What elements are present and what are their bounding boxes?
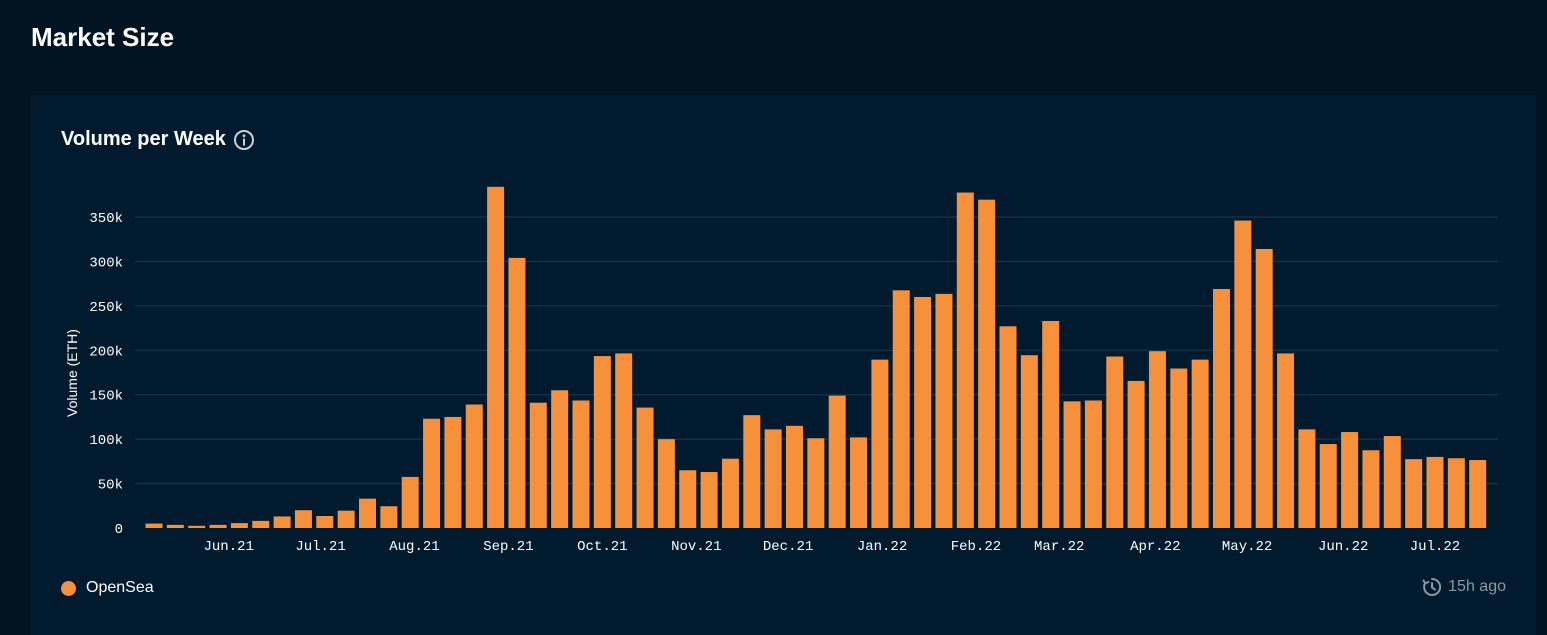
bar[interactable] [1234,220,1252,528]
y-tick-label: 100k [89,433,123,449]
last-updated: 15h ago [1422,577,1506,597]
bar[interactable] [1383,436,1401,528]
bar[interactable] [273,516,291,528]
bar[interactable] [1298,429,1316,528]
bar[interactable] [166,524,184,528]
bar[interactable] [999,326,1017,528]
bar[interactable] [1148,351,1166,528]
bar[interactable] [1469,460,1487,528]
bar[interactable] [316,516,334,528]
bar[interactable] [850,437,868,528]
bar[interactable] [935,293,953,528]
bar[interactable] [423,418,441,528]
history-clock-icon [1422,577,1442,597]
bar[interactable] [1447,458,1465,528]
x-tick-label: Jun.22 [1318,539,1368,555]
bar[interactable] [636,407,654,528]
bar[interactable] [700,472,718,528]
y-tick-label: 250k [89,300,123,316]
bar[interactable] [956,192,974,529]
bar[interactable] [657,439,675,528]
legend-label: OpenSea [86,579,154,596]
x-tick-label: Apr.22 [1130,539,1180,555]
bar[interactable] [145,523,163,528]
bar[interactable] [615,353,633,528]
x-tick-label: Jun.21 [204,539,254,555]
bar[interactable] [1170,368,1188,528]
bar[interactable] [807,438,825,528]
x-tick-label: Jul.22 [1410,539,1460,555]
legend-item-opensea[interactable]: OpenSea [61,579,154,597]
bar[interactable] [551,390,569,528]
volume-chart-card: Volume per Week 0 50k 100k 150k 200k 250k 300k… [31,95,1536,635]
x-tick-label: Aug.21 [389,539,439,555]
x-tick-label: Jul.21 [295,539,345,555]
bar[interactable] [337,510,355,528]
y-axis-label: Volume (ETH) [64,329,80,417]
bar[interactable] [743,415,761,528]
bar[interactable] [572,400,590,528]
card-header: Volume per Week [61,128,255,151]
bar[interactable] [1127,380,1145,528]
legend-swatch [61,580,76,596]
bar[interactable] [401,476,419,528]
bar[interactable] [252,520,270,528]
bar[interactable] [1084,400,1102,528]
bar[interactable] [1191,359,1209,528]
bar[interactable] [1020,355,1038,528]
bar[interactable] [1063,401,1081,528]
bar[interactable] [1426,456,1444,528]
bar[interactable] [529,402,547,528]
page-title: Market Size [31,22,175,52]
bar[interactable] [679,470,697,528]
x-tick-label: Dec.21 [763,539,813,555]
bar[interactable] [1319,444,1337,528]
bar[interactable] [978,199,996,528]
bar[interactable] [1255,248,1273,528]
y-tick-label: 200k [89,344,123,360]
x-tick-label: Sep.21 [483,539,533,555]
bar[interactable] [1362,450,1380,528]
bar[interactable] [465,404,483,528]
bar[interactable] [444,416,462,528]
y-tick-label: 50k [98,478,123,494]
bar[interactable] [892,290,910,528]
bar[interactable] [721,458,739,528]
bar[interactable] [1341,432,1359,528]
bar[interactable] [1405,459,1423,528]
bar[interactable] [828,395,846,528]
bar[interactable] [188,525,206,528]
updated-text: 15h ago [1448,578,1506,595]
x-tick-label: Oct.21 [577,539,627,555]
y-tick-label: 150k [89,389,123,405]
bar[interactable] [1213,288,1230,528]
bar[interactable] [593,356,611,528]
bar-chart: 0 50k 100k 150k 200k 250k 300k 350k Volume (ETH)… [64,186,1498,555]
bar[interactable] [764,429,782,528]
bar[interactable] [1106,356,1124,528]
y-tick-label: 300k [89,255,123,271]
x-tick-label: Nov.21 [671,539,721,555]
x-tick-label: Mar.22 [1034,539,1084,555]
bar[interactable] [871,359,889,528]
x-tick-label: May.22 [1222,539,1272,555]
bar[interactable] [209,524,227,528]
x-tick-label: Jan.22 [857,539,907,555]
bar[interactable] [914,296,932,528]
card-title: Volume per Week [61,128,226,150]
bar[interactable] [508,257,526,528]
bar[interactable] [294,510,312,528]
bar[interactable] [230,523,248,528]
bar[interactable] [359,498,376,528]
bar[interactable] [1277,353,1295,528]
bar[interactable] [487,186,505,528]
info-icon[interactable] [233,129,255,151]
y-tick-label: 0 [115,522,123,538]
y-tick-label: 350k [89,211,123,227]
bar[interactable] [380,506,398,528]
x-tick-label: Feb.22 [951,539,1001,555]
bar[interactable] [786,425,803,528]
bar[interactable] [1042,320,1060,528]
